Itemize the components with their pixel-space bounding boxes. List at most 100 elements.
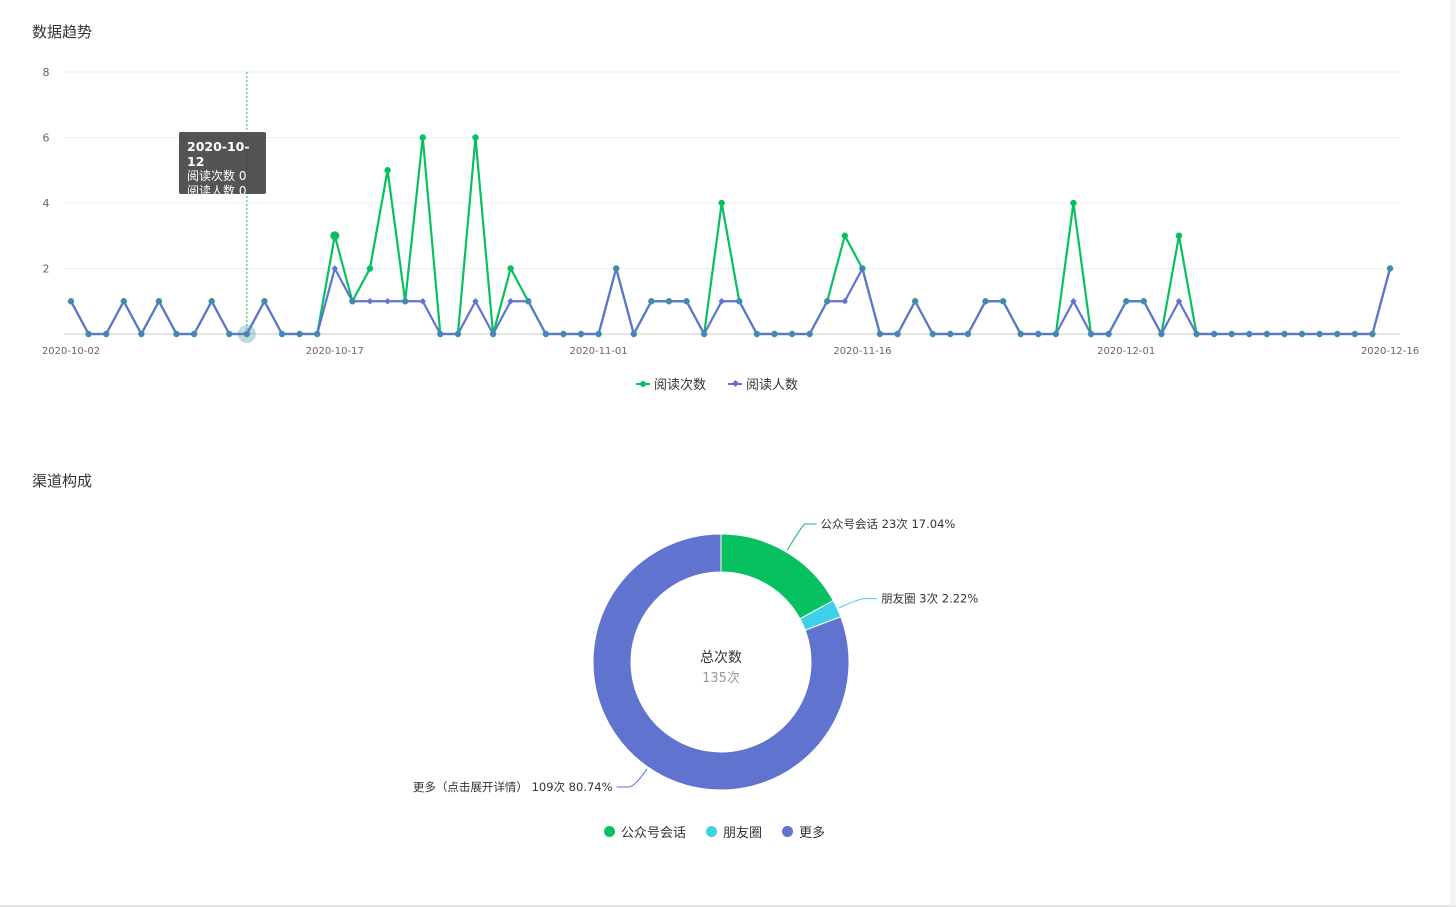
data-point-reader-count[interactable]	[1140, 298, 1147, 305]
trend-line-chart[interactable]: 2 4 6 8 2020-10-02 2020-10-17 2020-11-01 2020-…	[0, 50, 1420, 362]
data-point-reader-count[interactable]	[771, 330, 778, 338]
data-point-reader-count[interactable]	[630, 330, 637, 338]
label-official-chat[interactable]: 公众号会话 23次 17.04%	[821, 517, 956, 531]
data-point-reader-count[interactable]	[138, 330, 145, 338]
data-point-reader-count[interactable]	[648, 298, 655, 305]
data-point-reader-count[interactable]	[1052, 330, 1060, 338]
label-moments[interactable]: 朋友圈 3次 2.22%	[881, 592, 978, 606]
data-point-reader-count[interactable]	[665, 298, 673, 305]
data-point-reader-count[interactable]	[788, 330, 796, 338]
data-point-reader-count[interactable]	[85, 330, 92, 338]
data-point-reader-count[interactable]	[67, 298, 75, 305]
data-point-reader-count[interactable]	[1263, 330, 1271, 338]
data-point-reader-count[interactable]	[1070, 298, 1077, 305]
data-point-reader-count[interactable]	[226, 330, 233, 338]
data-point-reader-count[interactable]	[454, 330, 462, 338]
legend-item-moments[interactable]: 朋友圈	[706, 822, 762, 841]
data-point-reader-count[interactable]	[173, 330, 180, 338]
data-point-reader-count[interactable]	[1175, 298, 1183, 305]
y-tick-label: 8	[43, 66, 50, 79]
data-point-reader-count[interactable]	[612, 265, 620, 272]
data-point-reader-count[interactable]	[947, 330, 954, 338]
data-point-reader-count[interactable]	[120, 298, 127, 305]
data-point-read-count[interactable]	[419, 134, 426, 141]
data-point-read-count[interactable]	[841, 232, 849, 239]
data-point-reader-count[interactable]	[1087, 330, 1095, 338]
legend-item-more[interactable]: 更多	[782, 822, 825, 841]
data-point-reader-count[interactable]	[560, 330, 567, 338]
data-point-reader-count[interactable]	[718, 298, 725, 305]
data-point-reader-count[interactable]	[261, 298, 268, 305]
data-point-reader-count[interactable]	[841, 298, 849, 305]
data-point-reader-count[interactable]	[349, 298, 356, 305]
data-point-reader-count[interactable]	[1123, 298, 1130, 305]
data-point-reader-count[interactable]	[1369, 330, 1376, 338]
data-point-reader-count[interactable]	[1386, 265, 1394, 272]
data-point-reader-count[interactable]	[472, 298, 479, 305]
data-point-read-count[interactable]	[384, 167, 391, 174]
data-point-reader-count[interactable]	[366, 298, 374, 305]
data-point-reader-count[interactable]	[525, 298, 532, 305]
data-point-read-count[interactable]	[718, 199, 725, 207]
data-point-reader-count[interactable]	[736, 298, 743, 305]
data-point-reader-count[interactable]	[1210, 330, 1218, 338]
data-point-reader-count[interactable]	[964, 330, 972, 338]
data-point-reader-count[interactable]	[155, 298, 163, 305]
data-point-reader-count[interactable]	[243, 330, 251, 338]
data-point-read-count[interactable]	[366, 265, 374, 272]
data-point-read-count[interactable]	[330, 231, 340, 241]
channel-donut-chart[interactable]: 公众号会话 23次 17.04% 朋友圈 3次 2.22% 更多（点击展开详情） 1…	[380, 500, 1080, 810]
data-point-reader-count[interactable]	[102, 330, 110, 338]
data-point-reader-count[interactable]	[1334, 330, 1341, 338]
data-point-reader-count[interactable]	[489, 330, 497, 338]
data-point-reader-count[interactable]	[1105, 330, 1112, 338]
data-point-reader-count[interactable]	[542, 330, 550, 338]
data-point-reader-count[interactable]	[700, 330, 708, 338]
data-point-reader-count[interactable]	[999, 298, 1007, 305]
data-point-reader-count[interactable]	[1193, 330, 1200, 338]
data-point-read-count[interactable]	[472, 134, 479, 141]
data-point-reader-count[interactable]	[1316, 330, 1323, 338]
legend-item-reader-count[interactable]: 阅读人数	[728, 374, 798, 393]
data-point-reader-count[interactable]	[437, 330, 444, 338]
data-point-reader-count[interactable]	[1228, 330, 1235, 338]
data-point-read-count[interactable]	[1175, 232, 1183, 239]
data-point-read-count[interactable]	[1070, 199, 1077, 207]
data-point-reader-count[interactable]	[753, 330, 761, 338]
data-point-reader-count[interactable]	[1281, 330, 1288, 338]
data-point-reader-count[interactable]	[911, 298, 919, 305]
data-point-reader-count[interactable]	[577, 330, 585, 338]
data-point-reader-count[interactable]	[1351, 330, 1359, 338]
data-point-reader-count[interactable]	[278, 330, 286, 338]
data-point-reader-count[interactable]	[331, 265, 338, 272]
data-point-reader-count[interactable]	[806, 330, 813, 338]
data-point-reader-count[interactable]	[401, 298, 409, 305]
data-point-reader-count[interactable]	[1158, 330, 1165, 338]
data-point-reader-count[interactable]	[595, 330, 602, 338]
data-point-reader-count[interactable]	[683, 298, 690, 305]
data-point-reader-count[interactable]	[507, 298, 514, 305]
slice-more[interactable]	[592, 533, 850, 791]
data-point-read-count[interactable]	[507, 265, 514, 272]
data-point-reader-count[interactable]	[384, 298, 391, 305]
data-point-reader-count[interactable]	[314, 330, 321, 338]
data-point-reader-count[interactable]	[190, 330, 198, 338]
page-scrollbar[interactable]	[1450, 0, 1456, 907]
data-point-reader-count[interactable]	[929, 330, 936, 338]
legend-item-official-chat[interactable]: 公众号会话	[604, 822, 686, 841]
data-point-reader-count[interactable]	[1017, 330, 1024, 338]
data-point-reader-count[interactable]	[1298, 330, 1306, 338]
data-point-reader-count[interactable]	[859, 265, 866, 272]
data-point-reader-count[interactable]	[1246, 330, 1253, 338]
slice-official-chat[interactable]	[720, 533, 834, 620]
label-more[interactable]: 更多（点击展开详情） 109次 80.74%	[413, 780, 613, 794]
data-point-reader-count[interactable]	[982, 298, 989, 305]
data-point-reader-count[interactable]	[894, 330, 901, 338]
data-point-reader-count[interactable]	[824, 298, 831, 305]
data-point-reader-count[interactable]	[296, 330, 303, 338]
data-point-reader-count[interactable]	[419, 298, 426, 305]
legend-item-read-count[interactable]: 阅读次数	[636, 374, 706, 393]
data-point-reader-count[interactable]	[208, 298, 215, 305]
data-point-reader-count[interactable]	[1035, 330, 1042, 338]
data-point-reader-count[interactable]	[876, 330, 884, 338]
